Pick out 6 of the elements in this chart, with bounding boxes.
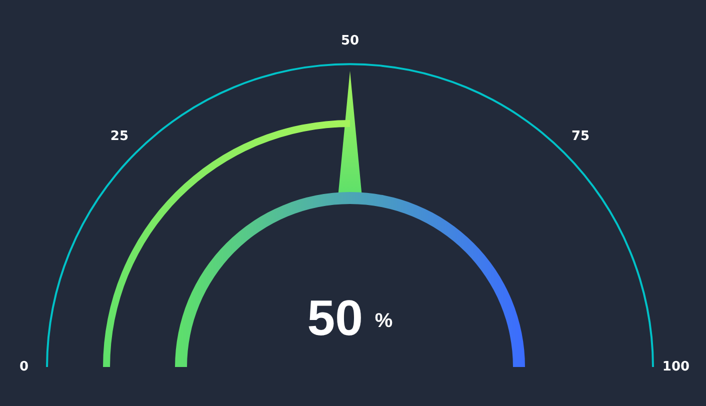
- text: 50: [340, 34, 360, 49]
- text: 100: [662, 360, 690, 375]
- data-label: 50 %: [307, 290, 393, 346]
- text: 25: [110, 129, 129, 144]
- text: 75: [571, 129, 590, 144]
- text: 0: [19, 360, 29, 375]
